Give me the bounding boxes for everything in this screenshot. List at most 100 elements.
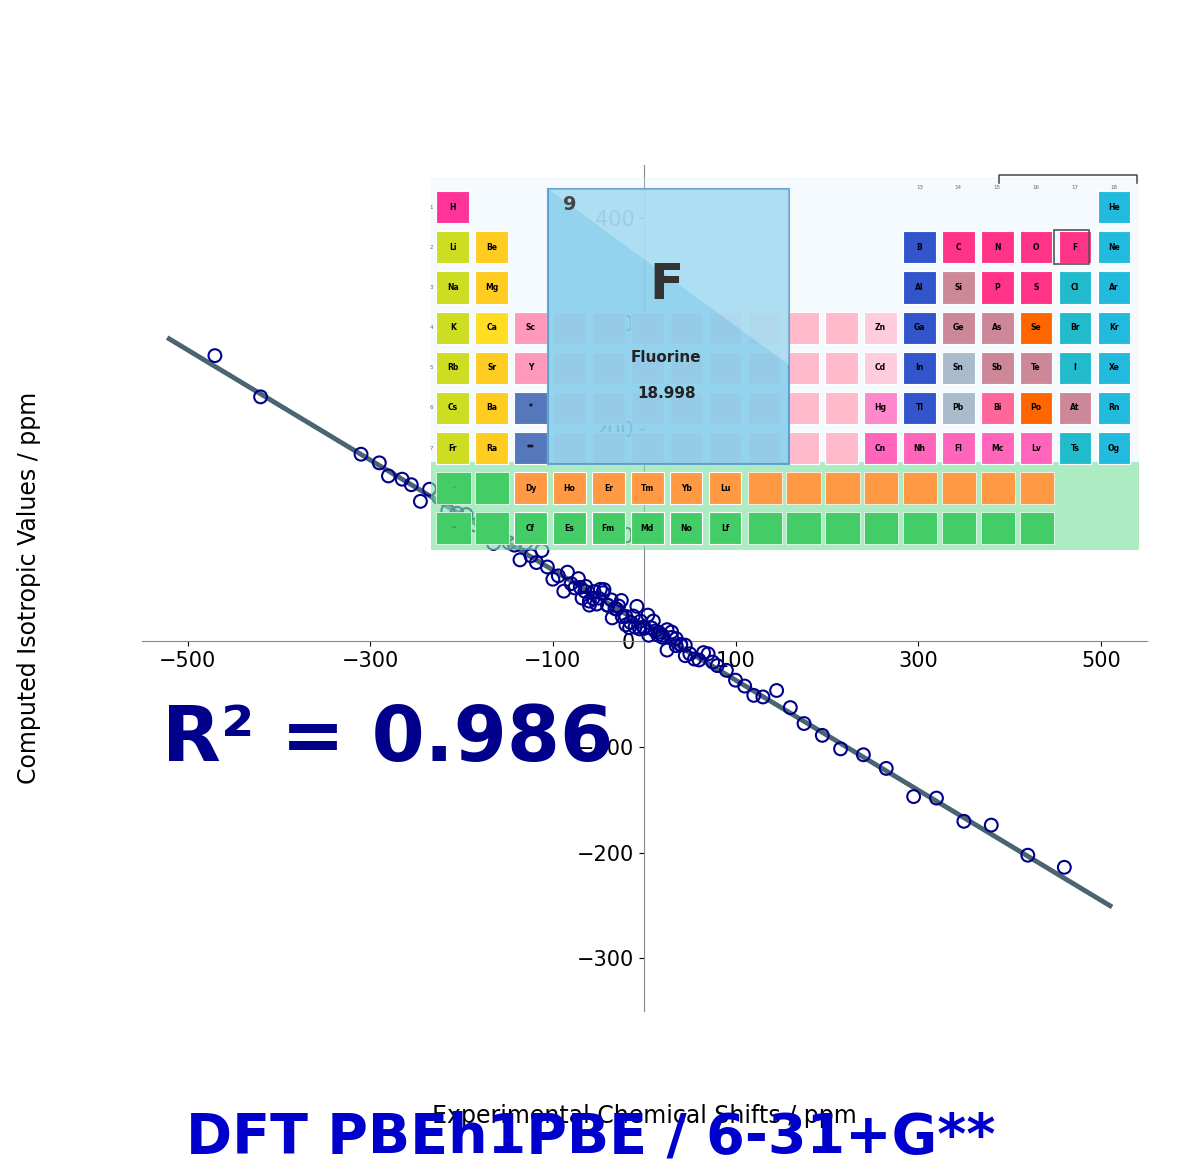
Point [584,582,603,601]
Point [954,811,973,830]
Point [577,577,596,596]
Point [631,612,650,630]
Point [635,619,654,637]
Point [561,574,580,593]
Point [598,596,617,615]
Point [652,628,671,647]
Point [927,789,946,808]
Point [745,686,764,704]
Point [483,534,502,553]
Point [621,613,639,632]
Point [591,580,610,599]
Point [456,506,475,524]
Point [402,475,421,494]
Point [652,626,671,644]
Point [717,661,736,680]
Point [831,740,850,759]
Point [206,346,225,365]
Point [448,503,467,522]
Point [548,567,567,586]
Point [589,589,608,608]
Point [475,521,494,540]
Point [735,676,754,695]
Point [538,557,557,576]
Point [638,606,657,624]
Point [532,541,551,560]
Text: DFT PBEh1PBE / 6-31+G**: DFT PBEh1PBE / 6-31+G** [187,1110,995,1164]
Point [251,387,269,406]
Point [609,596,628,615]
Point [379,467,398,486]
Point [726,670,745,689]
Point [671,635,690,654]
Point [439,501,457,520]
Point [565,579,584,597]
Point [667,636,686,655]
Point [642,619,661,637]
Point [628,597,647,616]
Point [982,816,1001,835]
Point [1019,846,1038,864]
Point [517,534,535,553]
Point [753,688,772,707]
Point [602,590,621,609]
Point [667,629,686,648]
Point [420,480,439,499]
Point [572,589,591,608]
Point [598,596,617,615]
Point [644,612,663,630]
Point [351,445,370,463]
Point [877,759,896,777]
Point [554,582,573,601]
Point [625,617,644,636]
X-axis label: Experimental Chemical Shifts / ppm: Experimental Chemical Shifts / ppm [431,1104,857,1129]
Point [580,596,599,615]
Point [617,607,636,626]
Point [681,644,700,663]
Point [587,595,606,614]
Point [558,563,577,582]
Point [671,635,690,654]
Point [571,577,590,596]
Point [767,681,786,700]
Point [569,569,587,588]
Point [505,536,524,555]
Point [521,547,540,566]
Point [500,534,519,553]
Point [544,570,563,589]
Point [781,699,800,717]
Point [684,649,703,668]
Point [527,553,546,572]
Point [662,622,681,641]
Point [794,714,813,733]
Point [580,592,599,610]
Point [635,617,654,636]
Point [621,619,639,637]
Point [904,787,923,806]
Point [392,469,411,488]
Point [676,647,695,666]
Point [624,607,643,626]
Point [612,592,631,610]
Point [411,492,430,510]
Point [676,636,695,655]
Point [608,600,626,619]
Point [595,580,613,599]
Point [639,626,658,644]
Point [612,607,631,626]
Point [662,628,681,647]
Point [617,615,636,634]
Point [645,622,664,641]
Point [493,527,512,546]
Point [853,746,872,764]
Text: R² = 0.986: R² = 0.986 [162,703,613,777]
Point [689,650,708,669]
Point [593,583,612,602]
Point [605,599,624,617]
Point [576,582,595,601]
Point [657,620,676,639]
Point [1054,858,1073,877]
Y-axis label: Computed Isotropic Values / ppm: Computed Isotropic Values / ppm [18,392,41,784]
Point [694,643,713,662]
Point [813,726,832,744]
